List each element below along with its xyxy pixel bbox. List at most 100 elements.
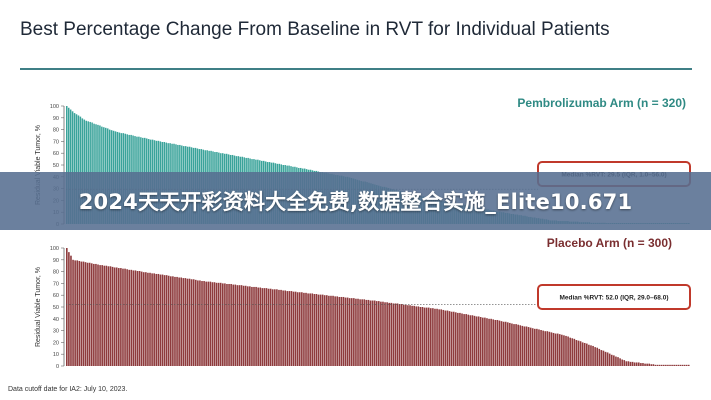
placebo-bar bbox=[226, 283, 228, 366]
placebo-bar bbox=[70, 255, 72, 366]
placebo-bar bbox=[475, 316, 478, 366]
placebo-bar bbox=[421, 307, 424, 366]
placebo-bar bbox=[648, 363, 651, 366]
placebo-bar bbox=[305, 292, 307, 366]
data-cutoff-footnote: Data cutoff date for IA2: July 10, 2023. bbox=[8, 386, 128, 393]
placebo-bar bbox=[197, 280, 199, 366]
placebo-bar bbox=[513, 324, 515, 366]
placebo-bar bbox=[153, 273, 155, 366]
placebo-bar bbox=[240, 285, 243, 366]
placebo-bar bbox=[74, 260, 76, 366]
placebo-bar bbox=[313, 294, 316, 366]
placebo-y-tick-label-70: 70 bbox=[53, 281, 59, 287]
placebo-bar bbox=[298, 292, 301, 366]
placebo-bar bbox=[386, 302, 388, 366]
placebo-bar bbox=[255, 286, 257, 366]
placebo-bar bbox=[448, 311, 451, 366]
placebo-bar bbox=[623, 360, 626, 366]
placebo-bar bbox=[673, 364, 675, 366]
placebo-bar bbox=[436, 308, 438, 366]
placebo-bar bbox=[207, 281, 210, 366]
placebo-bar bbox=[311, 293, 314, 366]
placebo-bar bbox=[66, 248, 68, 366]
placebo-bar bbox=[633, 362, 636, 366]
placebo-bar bbox=[652, 364, 655, 366]
placebo-bar bbox=[348, 298, 351, 366]
placebo-bar bbox=[683, 364, 686, 366]
placebo-bar bbox=[398, 304, 401, 366]
placebo-bar bbox=[586, 343, 588, 366]
placebo-bar bbox=[665, 364, 667, 366]
placebo-bar bbox=[629, 361, 632, 366]
placebo-bar bbox=[190, 279, 193, 366]
placebo-bar bbox=[459, 312, 461, 366]
pembrolizumab-bar bbox=[69, 109, 72, 224]
placebo-bar bbox=[534, 328, 536, 366]
placebo-bar bbox=[172, 276, 174, 366]
placebo-bar bbox=[373, 300, 376, 366]
placebo-bar bbox=[290, 291, 293, 366]
placebo-bar bbox=[606, 352, 609, 366]
placebo-bar bbox=[249, 286, 251, 366]
placebo-bar bbox=[338, 296, 341, 366]
placebo-bar bbox=[571, 338, 574, 366]
placebo-median-label: Median %RVT: 52.0 (IQR, 29.0–68.0) bbox=[560, 295, 669, 302]
placebo-median-box bbox=[537, 284, 691, 310]
placebo-bar bbox=[321, 294, 324, 366]
placebo-bar bbox=[361, 299, 363, 366]
placebo-bar bbox=[284, 290, 287, 366]
placebo-bar bbox=[477, 316, 480, 366]
placebo-bar bbox=[638, 362, 640, 366]
placebo-bar bbox=[84, 262, 87, 366]
placebo-bar bbox=[506, 322, 509, 366]
placebo-bar bbox=[76, 260, 79, 366]
placebo-y-tick-label-0: 0 bbox=[56, 364, 59, 370]
pembrolizumab-y-axis-label: Residual Viable Tumor, % bbox=[35, 125, 42, 205]
placebo-bar bbox=[263, 288, 266, 366]
placebo-bar bbox=[138, 271, 141, 366]
placebo-bar bbox=[251, 286, 253, 366]
placebo-bar bbox=[679, 364, 682, 366]
placebo-bar bbox=[126, 269, 128, 366]
placebo-bar bbox=[662, 364, 665, 366]
placebo-bar bbox=[269, 288, 272, 366]
placebo-bar bbox=[355, 298, 357, 366]
placebo-bar bbox=[494, 319, 497, 366]
placebo-bar bbox=[596, 347, 599, 366]
placebo-bar bbox=[592, 345, 594, 366]
placebo-bar bbox=[488, 318, 490, 366]
placebo-bar bbox=[317, 294, 320, 366]
placebo-bar bbox=[134, 270, 137, 366]
placebo-bar bbox=[238, 285, 241, 366]
placebo-bar bbox=[124, 268, 126, 366]
placebo-bar bbox=[253, 286, 255, 366]
placebo-bar bbox=[452, 311, 455, 366]
placebo-bar bbox=[671, 364, 673, 366]
placebo-bar bbox=[68, 252, 70, 366]
placebo-bar bbox=[635, 362, 638, 366]
placebo-y-tick-label-50: 50 bbox=[53, 305, 59, 311]
placebo-bar bbox=[467, 314, 470, 366]
pembrolizumab-bar bbox=[79, 116, 82, 224]
placebo-bar bbox=[575, 340, 578, 366]
placebo-bar bbox=[521, 325, 524, 366]
pembrolizumab-y-tick-label-80: 80 bbox=[53, 128, 59, 134]
placebo-bar bbox=[544, 331, 547, 366]
placebo-bar bbox=[230, 283, 232, 366]
placebo-bar bbox=[400, 304, 403, 366]
placebo-bar bbox=[394, 303, 397, 366]
placebo-bar bbox=[103, 265, 106, 366]
placebo-bar bbox=[656, 364, 659, 366]
placebo-bar bbox=[186, 278, 189, 366]
placebo-bar bbox=[517, 324, 519, 366]
placebo-bar bbox=[527, 327, 530, 366]
placebo-bar bbox=[170, 276, 172, 366]
placebo-bar bbox=[199, 280, 201, 366]
placebo-bar bbox=[282, 290, 284, 366]
placebo-bar bbox=[554, 333, 557, 366]
placebo-bar bbox=[677, 364, 680, 366]
placebo-bar bbox=[479, 317, 482, 366]
placebo-bar bbox=[332, 295, 334, 366]
placebo-bar bbox=[111, 266, 114, 366]
placebo-bar bbox=[319, 294, 322, 366]
